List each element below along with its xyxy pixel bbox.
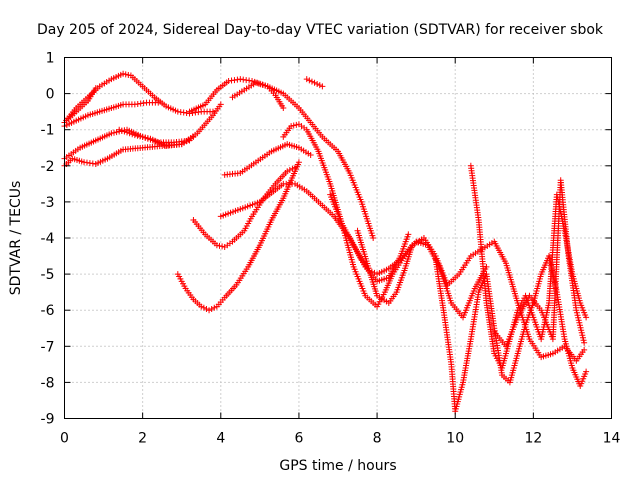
x-tick-label: 6 <box>294 431 303 447</box>
y-tick-label: -7 <box>41 339 55 355</box>
data-point <box>124 129 131 136</box>
data-point <box>134 132 141 139</box>
data-point <box>219 243 226 250</box>
y-axis-label: SDTVAR / TECUs <box>8 181 24 296</box>
data-point <box>217 101 224 108</box>
y-tick-label: 0 <box>46 87 55 103</box>
data-point <box>290 122 297 129</box>
data-point <box>311 79 318 86</box>
y-tick-label: -1 <box>41 123 55 139</box>
data-point <box>280 105 287 112</box>
series-track-19 <box>491 177 588 350</box>
y-tick-label: -8 <box>41 375 55 391</box>
data-point <box>249 77 256 84</box>
y-tick-label: -9 <box>41 412 55 428</box>
data-point <box>155 99 162 106</box>
data-point <box>284 168 291 175</box>
data-point <box>126 130 133 137</box>
data-point <box>125 71 132 78</box>
data-marks <box>61 70 590 415</box>
data-point <box>308 78 315 85</box>
data-point <box>190 133 197 140</box>
x-tick-label: 0 <box>60 431 69 447</box>
data-point <box>293 121 300 128</box>
data-point <box>139 133 146 140</box>
y-tick-label: -4 <box>41 231 55 247</box>
series-track-6 <box>116 126 197 149</box>
y-tick-label: -5 <box>41 267 55 283</box>
x-tick-label: 4 <box>216 431 225 447</box>
data-point <box>118 127 125 134</box>
data-point <box>295 159 302 166</box>
y-tick-label: -3 <box>41 195 55 211</box>
data-point <box>583 314 590 321</box>
data-point <box>319 83 326 90</box>
data-point <box>137 133 144 140</box>
data-point <box>122 71 129 78</box>
x-tick-label: 10 <box>446 431 464 447</box>
y-tick-labels: 1 0 -1 -2 -3 -4 -5 -6 -7 -8 -9 <box>41 51 55 428</box>
data-point <box>120 70 127 77</box>
data-point <box>206 307 213 314</box>
data-point <box>316 82 323 89</box>
series-track-7 <box>186 76 377 241</box>
series-track-9 <box>303 76 326 90</box>
data-point <box>216 242 223 249</box>
data-point <box>129 131 136 138</box>
data-point <box>286 167 293 174</box>
x-tick-labels: 0 2 4 6 8 10 12 14 <box>60 431 620 447</box>
x-axis-label: GPS time / hours <box>279 458 396 474</box>
data-point <box>203 305 210 312</box>
data-point <box>131 132 138 139</box>
data-point <box>108 130 115 137</box>
series-track-12 <box>221 141 314 178</box>
y-tick-label: 1 <box>46 51 55 67</box>
data-point <box>314 80 321 87</box>
y-tick-label: -2 <box>41 159 55 175</box>
data-point <box>144 135 151 142</box>
series-track-8 <box>229 79 287 112</box>
data-point <box>581 346 588 353</box>
y-tick-label: -6 <box>41 303 55 319</box>
series-track-3 <box>61 85 99 126</box>
data-point <box>213 242 220 249</box>
data-point <box>303 76 310 83</box>
data-point <box>405 231 412 238</box>
series-track-16 <box>354 227 588 364</box>
data-point <box>121 128 128 135</box>
x-tick-label: 12 <box>524 431 542 447</box>
series-track-14 <box>280 121 490 321</box>
data-point <box>211 304 218 311</box>
data-point <box>208 305 215 312</box>
x-tick-label: 8 <box>373 431 382 447</box>
data-point <box>483 263 490 270</box>
x-tick-label: 14 <box>603 431 621 447</box>
data-point <box>198 303 205 310</box>
data-point <box>116 126 123 133</box>
data-point <box>307 151 314 158</box>
data-point <box>288 123 295 130</box>
data-point <box>142 134 149 141</box>
data-point <box>583 368 590 375</box>
chart-title: Day 205 of 2024, Sidereal Day-to-day VTE… <box>37 22 604 38</box>
x-tick-label: 2 <box>138 431 147 447</box>
data-point <box>200 304 207 311</box>
data-point <box>581 339 588 346</box>
data-point <box>92 85 99 92</box>
data-point <box>306 77 313 84</box>
grid <box>64 57 612 419</box>
data-point <box>370 235 377 241</box>
axis-ticks <box>64 57 612 419</box>
data-point <box>110 129 117 136</box>
